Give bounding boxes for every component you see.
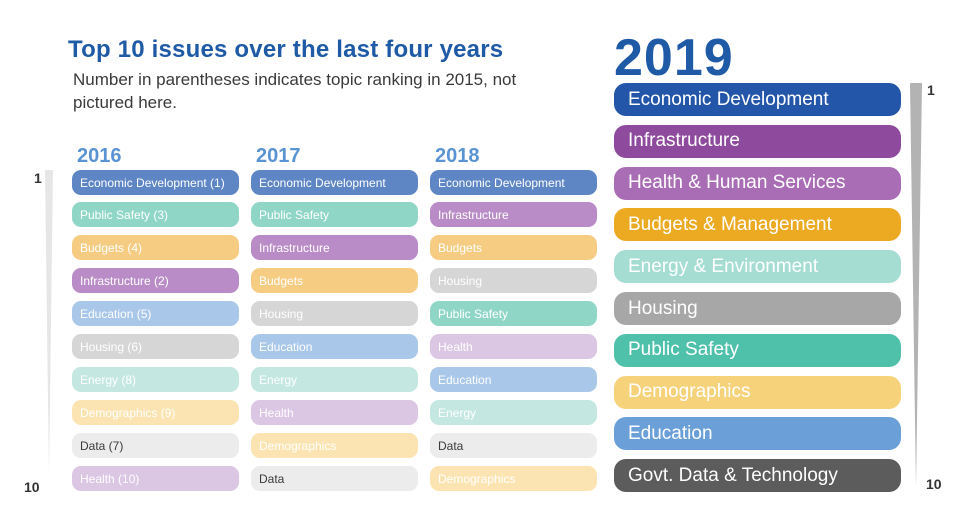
issue-pill: Economic Development	[251, 170, 418, 195]
issue-pill: Infrastructure (2)	[72, 268, 239, 293]
issue-pill: Data (7)	[72, 433, 239, 458]
issue-2019-pill: Economic Development	[614, 83, 901, 116]
issue-pill: Demographics	[430, 466, 597, 491]
issue-pill: Budgets (4)	[72, 235, 239, 260]
issue-pill: Economic Development (1)	[72, 170, 239, 195]
issue-2019-pill: Education	[614, 417, 901, 451]
issue-pill: Budgets	[251, 268, 418, 293]
issue-pill: Health (10)	[72, 466, 239, 491]
right-rank-top-label: 1	[927, 82, 935, 98]
issue-pill: Infrastructure	[251, 235, 418, 260]
issue-pill: Housing	[251, 301, 418, 326]
issue-pill: Public Safety	[251, 202, 418, 227]
issue-pill: Economic Development	[430, 170, 597, 195]
issue-pill: Demographics	[251, 433, 418, 458]
issue-pill: Data	[251, 466, 418, 491]
issue-2019-pill: Energy & Environment	[614, 250, 901, 284]
issue-2019-pill: Public Safety	[614, 333, 901, 367]
issue-2019-pill: Demographics	[614, 375, 901, 409]
issue-pill: Education	[430, 367, 597, 392]
issue-pill: Energy (8)	[72, 367, 239, 392]
right-rank-bottom-label: 10	[926, 476, 942, 492]
page-subtitle: Number in parentheses indicates topic ra…	[73, 70, 517, 112]
left-rank-top-label: 1	[34, 170, 42, 186]
issue-pill: Housing (6)	[72, 334, 239, 359]
issue-2019-pill: Housing	[614, 292, 901, 325]
issue-pill: Health	[430, 334, 597, 359]
issue-pill: Demographics (9)	[72, 400, 239, 425]
issue-2019-pill: Health & Human Services	[614, 166, 901, 200]
left-rank-bottom-label: 10	[24, 479, 40, 495]
issue-2019-pill: Budgets & Management	[614, 208, 901, 242]
issue-pill: Housing	[430, 268, 597, 293]
year-heading: 2018	[435, 145, 480, 167]
issue-2019-pill: Govt. Data & Technology	[614, 459, 901, 493]
issue-pill: Public Safety	[430, 301, 597, 326]
issue-pill: Data	[430, 433, 597, 458]
issue-pill: Public Safety (3)	[72, 202, 239, 227]
left-rank-bar	[45, 170, 53, 475]
issue-pill: Budgets	[430, 235, 597, 260]
year-2019-heading: 2019	[614, 29, 734, 87]
page-title: Top 10 issues over the last four years	[68, 36, 504, 63]
issue-pill: Energy	[430, 400, 597, 425]
right-rank-bar	[910, 83, 922, 488]
year-heading: 2017	[256, 145, 301, 167]
issue-pill: Health	[251, 400, 418, 425]
issue-pill: Education	[251, 334, 418, 359]
issue-pill: Energy	[251, 367, 418, 392]
issue-pill: Infrastructure	[430, 202, 597, 227]
issue-pill: Education (5)	[72, 301, 239, 326]
issue-2019-pill: Infrastructure	[614, 124, 901, 158]
year-heading: 2016	[77, 145, 122, 167]
